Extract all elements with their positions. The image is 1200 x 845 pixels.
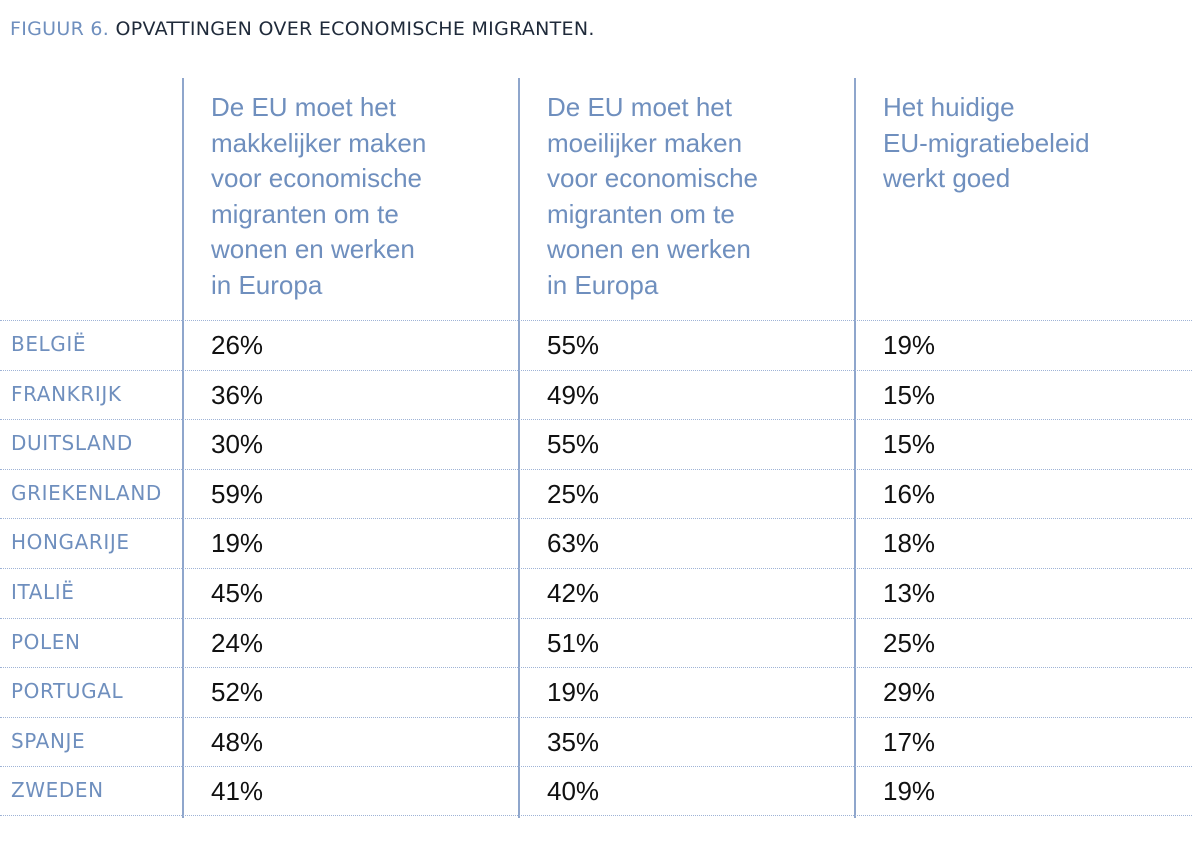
table-row: HONGARIJE 19% 63% 18% [0,518,1192,568]
table-cell-value: 26% [211,330,264,360]
table-cell-value: 41% [211,776,264,807]
table-cell-value: 25% [547,478,600,509]
table-body: BELGIË 26% 55% 19% FRANKRIJK 36% 49% 15% DUITSLA… [0,320,1192,816]
row-label-country: HONGARIJE [11,530,130,555]
row-label-country: SPANJE [11,728,86,753]
table-row: SPANJE 48% 35% 17% [0,716,1192,767]
table-cell-value: 13% [883,577,936,608]
table-cell-value: 42% [547,577,600,608]
row-label-country: FRANKRIJK [11,381,122,406]
table-header: De EU moet het makkelijker maken voor econ… [0,78,1192,320]
data-table: De EU moet het makkelijker maken voor econ… [0,78,1192,818]
column-header-line: werkt goed [883,163,1011,193]
table-row: PORTUGAL 52% 19% 29% [0,667,1192,717]
column-header-line: voor economische [211,163,422,193]
table-cell-value: 19% [883,776,936,807]
table-cell-value: 19% [883,330,936,360]
table-cell-value: 16% [883,478,936,509]
table-row: BELGIË 26% 55% 19% [0,320,1192,370]
column-header-line: wonen en werken [211,234,415,264]
table-cell-value: 30% [211,429,264,460]
table-cell-value: 52% [211,677,264,708]
table-cell-value: 35% [547,726,600,757]
column-header-line: makkelijker maken [211,127,427,158]
table-cell-value: 55% [547,330,600,360]
column-header-line: moeilijker maken [547,127,743,158]
table-cell-value: 29% [883,677,936,708]
table-cell-value: 15% [883,429,936,460]
figure-number: FIGUUR 6. [10,18,110,40]
column-divider-3 [854,78,856,818]
table-cell-value: 19% [211,528,264,559]
table-cell-value: 25% [883,627,936,658]
column-header-line: De EU moet het [547,92,732,122]
column-divider-1 [182,78,184,818]
table-cell-value: 48% [211,726,264,757]
table-cell-value: 19% [547,677,600,708]
table-cell-value: 15% [883,379,936,410]
column-header-line: migranten om te [547,198,735,229]
table-cell-value: 49% [547,379,600,410]
column-header-harder: De EU moet het moeilijker maken voor econo… [547,90,837,303]
table-cell-value: 55% [547,429,600,460]
column-header-line: migranten om te [211,198,399,229]
table-row: ITALIË 45% 42% 13% [0,567,1192,618]
table-cell-value: 51% [547,627,600,658]
chart-title: FIGUUR 6. OPVATTINGEN OVER ECONOMISCHE M… [10,18,595,40]
table-cell-value: 59% [211,478,264,509]
table-cell-value: 17% [883,726,936,757]
table-row: FRANKRIJK 36% 49% 15% [0,369,1192,420]
column-header-line: in Europa [211,269,323,300]
column-header-policy-works: Het huidige EU-migratiebeleid werkt goed [883,90,1173,197]
column-header-line: Het huidige [883,92,1015,122]
table-row: ZWEDEN 41% 40% 19% [0,766,1192,816]
column-divider-2 [518,78,520,818]
table-row: DUITSLAND 30% 55% 15% [0,419,1192,469]
figure-title: OPVATTINGEN OVER ECONOMISCHE MIGRANTEN. [115,18,595,40]
column-header-line: De EU moet het [211,92,396,122]
table-cell-value: 24% [211,627,264,658]
table-cell-value: 63% [547,528,600,559]
row-label-country: GRIEKENLAND [11,480,162,505]
table-row: GRIEKENLAND 59% 25% 16% [0,468,1192,519]
column-header-line: voor economische [547,163,758,193]
row-label-country: PORTUGAL [11,679,124,704]
table-cell-value: 18% [883,528,936,559]
table-cell-value: 45% [211,577,264,608]
row-label-country: ITALIË [11,579,75,604]
table-row: POLEN 24% 51% 25% [0,617,1192,668]
column-header-easier: De EU moet het makkelijker maken voor econ… [211,90,501,303]
row-label-country: BELGIË [11,332,87,356]
column-header-line: wonen en werken [547,234,751,264]
table-cell-value: 36% [211,379,264,410]
row-label-country: DUITSLAND [11,431,133,456]
column-header-line: EU-migratiebeleid [883,127,1090,158]
table-cell-value: 40% [547,776,600,807]
row-label-country: ZWEDEN [11,778,104,803]
column-header-line: in Europa [547,269,659,300]
row-label-country: POLEN [11,629,81,654]
